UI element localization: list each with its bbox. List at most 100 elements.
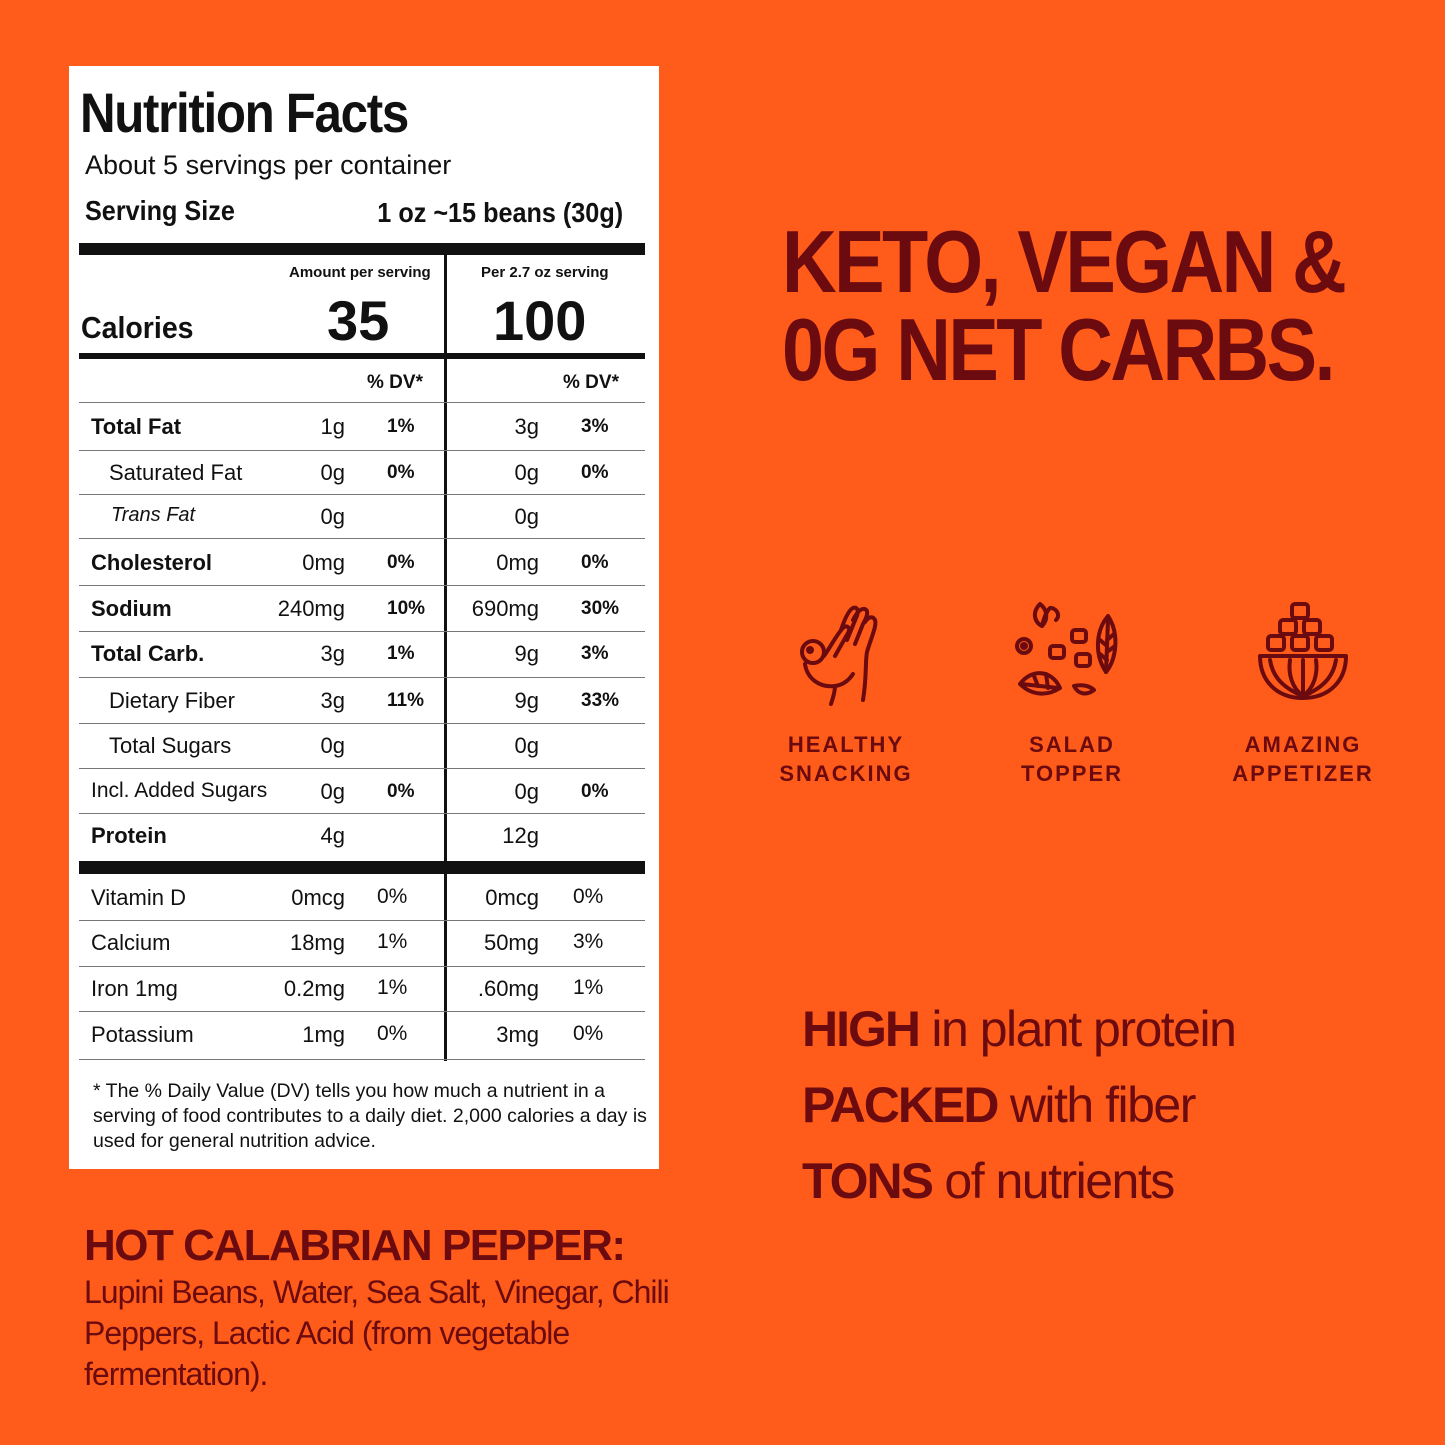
calories-per-serving: 35 — [327, 289, 390, 352]
amount-2: 0mcg — [485, 885, 539, 910]
vitamins-divider — [79, 861, 645, 874]
benefit-rest: in plant protein — [919, 1001, 1237, 1057]
dv-1: 0% — [377, 1022, 408, 1045]
dv-2: 3% — [573, 930, 604, 953]
benefit-rest: with fiber — [997, 1077, 1197, 1133]
table-row: Sodium 240mg 10% 690mg 30% — [69, 586, 659, 632]
headline: KETO, VEGAN & 0G NET CARBS. — [782, 218, 1347, 394]
amount-1: 1mg — [302, 1022, 345, 1047]
table-row: Potassium 1mg 0% 3mg 0% — [69, 1012, 659, 1058]
amount-1: 0g — [320, 733, 345, 758]
dv-header-1: % DV* — [367, 372, 423, 393]
row-divider — [79, 1059, 645, 1060]
thick-divider — [79, 243, 645, 255]
row-divider — [79, 677, 645, 678]
dv-1: 11% — [387, 690, 424, 711]
vitamin-name: Potassium — [91, 1022, 194, 1047]
table-row: Total Carb. 3g 1% 9g 3% — [69, 631, 659, 677]
feature-healthy-snacking: HEALTHY SNACKING — [726, 600, 966, 788]
dv-2: 0% — [581, 552, 609, 573]
dv-2: 1% — [573, 976, 604, 999]
amount-2: 3mg — [496, 1022, 539, 1047]
table-row: Cholesterol 0mg 0% 0mg 0% — [69, 540, 659, 586]
salad-icon — [1015, 602, 1118, 696]
table-row: Trans Fat 0g 0g — [69, 494, 659, 540]
feature-amazing-appetizer: AMAZING APPETIZER — [1183, 600, 1423, 788]
dv-2: 0% — [581, 781, 609, 802]
benefit-protein: HIGH in plant protein — [802, 1000, 1237, 1058]
amount-1: 0g — [320, 504, 345, 529]
row-divider — [79, 1011, 645, 1012]
feature-label-line: AMAZING — [1244, 732, 1362, 757]
benefit-rest: of nutrients — [932, 1153, 1175, 1209]
row-divider — [79, 494, 645, 495]
vitamin-name: Vitamin D — [91, 885, 186, 910]
dv-2: 33% — [581, 690, 620, 711]
amount-2: 12g — [502, 823, 539, 848]
amount-2: 0g — [514, 779, 539, 804]
nutrient-name: Total Sugars — [109, 733, 232, 758]
calories-divider — [79, 353, 645, 359]
dv-2: 3% — [581, 643, 609, 664]
table-row: Iron 1mg 0.2mg 1% .60mg 1% — [69, 966, 659, 1012]
nutrient-name: Dietary Fiber — [109, 688, 235, 713]
table-row: Dietary Fiber 3g 11% 9g 33% — [69, 678, 659, 724]
feature-label-line: SNACKING — [779, 761, 913, 786]
nutrition-label: Nutrition Facts About 5 servings per con… — [69, 66, 659, 1169]
feature-label: HEALTHY SNACKING — [726, 730, 966, 788]
feature-label: SALAD TOPPER — [952, 730, 1192, 788]
row-divider — [79, 723, 645, 724]
amount-1: 0.2mg — [283, 976, 345, 1001]
row-divider — [79, 402, 645, 403]
amount-1: 4g — [320, 823, 345, 848]
amount-1: 1g — [320, 414, 345, 439]
feature-label-line: HEALTHY — [787, 732, 905, 757]
col1-header: Amount per serving — [289, 264, 431, 281]
amount-1: 0mcg — [291, 885, 345, 910]
amount-2: 9g — [514, 641, 539, 666]
feature-label: AMAZING APPETIZER — [1183, 730, 1423, 788]
table-row: Saturated Fat 0g 0% 0g 0% — [69, 450, 659, 496]
feature-label-line: TOPPER — [1020, 761, 1124, 786]
calories-per-container: 100 — [493, 289, 587, 352]
benefit-fiber: PACKED with fiber — [802, 1076, 1197, 1134]
row-divider — [79, 585, 645, 586]
nutrient-name: Trans Fat — [111, 504, 196, 526]
dv-1: 1% — [377, 930, 408, 953]
amount-2: 9g — [514, 688, 539, 713]
amount-1: 0g — [320, 460, 345, 485]
amount-2: 0g — [514, 733, 539, 758]
nutrition-title: Nutrition Facts — [80, 81, 409, 144]
vitamin-name: Iron 1mg — [91, 976, 178, 1001]
dv-2: 0% — [573, 1022, 604, 1045]
serving-size-label: Serving Size — [85, 195, 235, 226]
amount-2: 690mg — [471, 596, 539, 621]
dv-footnote: * The % Daily Value (DV) tells you how m… — [93, 1080, 647, 1152]
nutrient-name: Protein — [91, 823, 167, 848]
row-divider — [79, 768, 645, 769]
table-row: Vitamin D 0mcg 0% 0mcg 0% — [69, 875, 659, 921]
dv-1: 1% — [387, 416, 415, 437]
ingredients-title: HOT CALABRIAN PEPPER: — [84, 1221, 626, 1270]
feature-salad-topper: SALAD TOPPER — [952, 600, 1192, 788]
feature-label-line: APPETIZER — [1232, 761, 1374, 786]
dv-header-2: % DV* — [563, 372, 619, 393]
amount-2: 0mg — [496, 550, 539, 575]
dv-1: 0% — [387, 781, 415, 802]
table-row: Total Sugars 0g 0g — [69, 723, 659, 769]
dv-2: 0% — [581, 462, 609, 483]
dv-1: 1% — [377, 976, 408, 999]
table-row: Incl. Added Sugars 0g 0% 0g 0% — [69, 769, 659, 815]
amount-2: 3g — [514, 414, 539, 439]
dv-1: 10% — [387, 598, 426, 619]
amount-2: 50mg — [483, 930, 539, 955]
nutrient-name: Total Fat — [91, 414, 182, 439]
dv-1: 0% — [387, 552, 415, 573]
nutrient-name: Total Carb. — [91, 641, 205, 666]
amount-1: 18mg — [289, 930, 345, 955]
dv-1: 0% — [377, 885, 408, 908]
amount-2: 0g — [514, 460, 539, 485]
calories-label: Calories — [81, 310, 194, 345]
benefit-bold: PACKED — [802, 1077, 999, 1133]
nutrient-name: Sodium — [91, 596, 172, 621]
